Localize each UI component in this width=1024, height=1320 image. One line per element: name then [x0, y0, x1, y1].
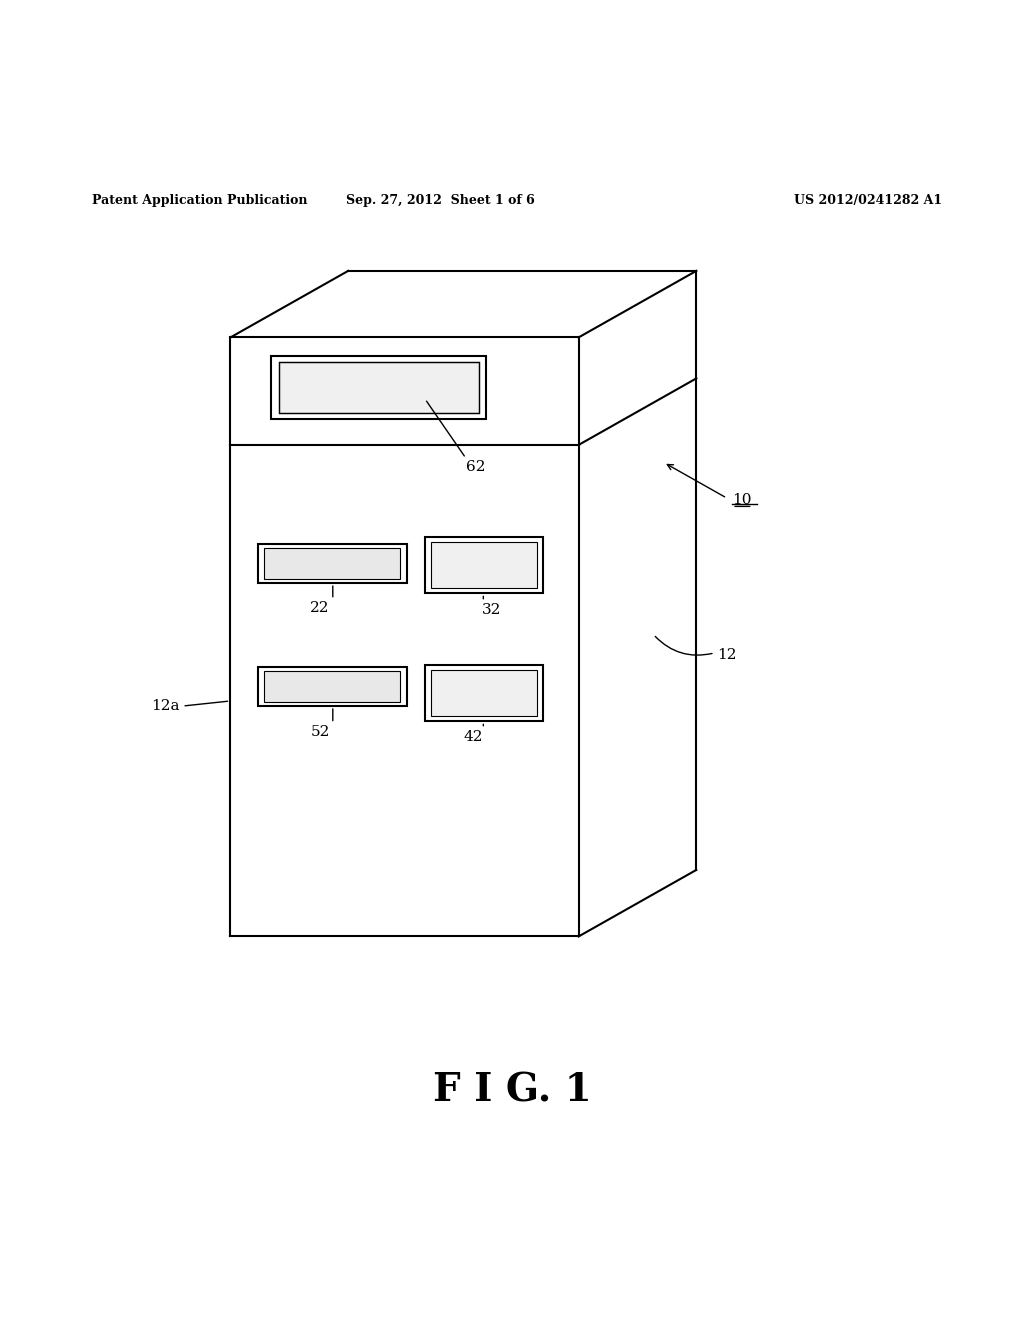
Text: 52: 52 [311, 725, 330, 738]
FancyBboxPatch shape [279, 362, 479, 413]
Text: US 2012/0241282 A1: US 2012/0241282 A1 [794, 194, 942, 207]
Text: 42: 42 [463, 730, 483, 743]
Text: Sep. 27, 2012  Sheet 1 of 6: Sep. 27, 2012 Sheet 1 of 6 [346, 194, 535, 207]
Text: F I G. 1: F I G. 1 [432, 1071, 592, 1109]
Text: 22: 22 [309, 601, 330, 615]
Bar [425, 665, 543, 722]
FancyBboxPatch shape [271, 356, 486, 420]
Text: 32: 32 [482, 603, 501, 616]
Bar [258, 544, 407, 583]
Bar [258, 667, 407, 706]
Text: Patent Application Publication: Patent Application Publication [92, 194, 307, 207]
Text: 62: 62 [466, 461, 485, 474]
Text: 10: 10 [732, 494, 752, 507]
Bar [431, 671, 537, 717]
Bar [264, 548, 400, 579]
Bar [431, 543, 537, 589]
Text: 12a: 12a [151, 700, 179, 713]
Text: 12: 12 [717, 648, 736, 661]
Bar [264, 672, 400, 702]
Bar [425, 537, 543, 594]
